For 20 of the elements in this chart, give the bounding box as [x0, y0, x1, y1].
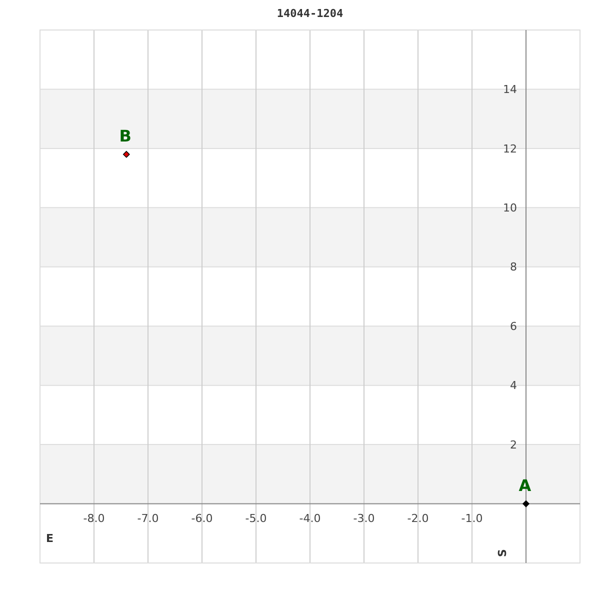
x-tick-label: -3.0: [353, 512, 375, 525]
x-tick-label: -8.0: [83, 512, 105, 525]
y-axis-title: S: [496, 548, 509, 557]
y-tick-label: 2: [510, 438, 517, 452]
x-tick-label: -2.0: [407, 512, 429, 525]
chart-title: 14044-1204: [276, 7, 344, 20]
y-tick-label: 8: [510, 260, 517, 274]
x-axis-title: E: [46, 532, 54, 545]
x-tick-label: -1.0: [461, 512, 483, 525]
y-tick-label: 4: [510, 379, 517, 392]
y-tick-label: 12: [503, 142, 517, 156]
annotation: B: [119, 126, 132, 146]
x-tick-label: -4.0: [299, 512, 321, 525]
annotation: A: [518, 476, 532, 495]
y-tick-label: 10: [503, 202, 517, 215]
y-tick-label: 14: [503, 83, 517, 96]
x-tick-label: -5.0: [245, 512, 267, 525]
x-tick-label: -6.0: [191, 512, 213, 525]
x-tick-label: -7.0: [137, 512, 159, 525]
y-tick-label: 6: [510, 320, 517, 333]
